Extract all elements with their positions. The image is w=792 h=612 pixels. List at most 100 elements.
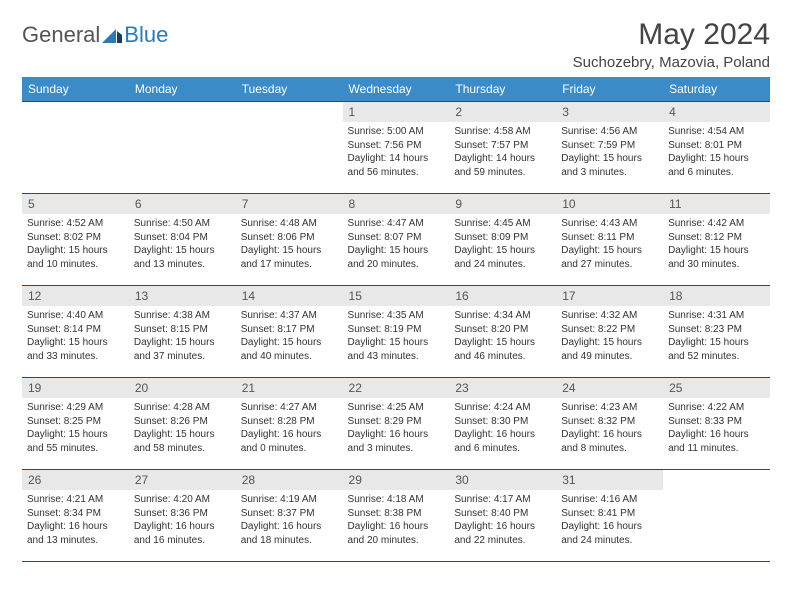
daylight-text: Daylight: 16 hours and 24 minutes. (561, 520, 658, 547)
sunset-text: Sunset: 8:26 PM (134, 415, 231, 429)
sunrise-text: Sunrise: 4:24 AM (454, 401, 551, 415)
sunrise-text: Sunrise: 4:28 AM (134, 401, 231, 415)
day-cell: 27Sunrise: 4:20 AMSunset: 8:36 PMDayligh… (129, 470, 236, 562)
sunset-text: Sunset: 8:38 PM (348, 507, 445, 521)
sunrise-text: Sunrise: 4:31 AM (668, 309, 765, 323)
sunset-text: Sunset: 8:09 PM (454, 231, 551, 245)
day-number (22, 102, 129, 108)
brand-logo: General Blue (22, 22, 168, 48)
day-cell: 23Sunrise: 4:24 AMSunset: 8:30 PMDayligh… (449, 378, 556, 470)
sunset-text: Sunset: 8:22 PM (561, 323, 658, 337)
sunset-text: Sunset: 8:19 PM (348, 323, 445, 337)
sunrise-text: Sunrise: 4:22 AM (668, 401, 765, 415)
daylight-text: Daylight: 15 hours and 58 minutes. (134, 428, 231, 455)
sunset-text: Sunset: 8:37 PM (241, 507, 338, 521)
day-number: 17 (556, 286, 663, 306)
sunrise-text: Sunrise: 5:00 AM (348, 125, 445, 139)
sunrise-text: Sunrise: 4:48 AM (241, 217, 338, 231)
sunset-text: Sunset: 8:14 PM (27, 323, 124, 337)
day-cell: 22Sunrise: 4:25 AMSunset: 8:29 PMDayligh… (343, 378, 450, 470)
sunset-text: Sunset: 8:06 PM (241, 231, 338, 245)
day-body: Sunrise: 4:56 AMSunset: 7:59 PMDaylight:… (556, 122, 663, 183)
day-body: Sunrise: 4:24 AMSunset: 8:30 PMDaylight:… (449, 398, 556, 459)
sunset-text: Sunset: 7:59 PM (561, 139, 658, 153)
sunrise-text: Sunrise: 4:20 AM (134, 493, 231, 507)
sunrise-text: Sunrise: 4:47 AM (348, 217, 445, 231)
day-cell (129, 102, 236, 194)
day-number: 26 (22, 470, 129, 490)
day-body: Sunrise: 4:18 AMSunset: 8:38 PMDaylight:… (343, 490, 450, 551)
daylight-text: Daylight: 15 hours and 6 minutes. (668, 152, 765, 179)
day-body: Sunrise: 4:47 AMSunset: 8:07 PMDaylight:… (343, 214, 450, 275)
daylight-text: Daylight: 15 hours and 20 minutes. (348, 244, 445, 271)
day-body: Sunrise: 4:37 AMSunset: 8:17 PMDaylight:… (236, 306, 343, 367)
sunset-text: Sunset: 8:07 PM (348, 231, 445, 245)
sunrise-text: Sunrise: 4:16 AM (561, 493, 658, 507)
week-row: 12Sunrise: 4:40 AMSunset: 8:14 PMDayligh… (22, 286, 770, 378)
day-cell: 21Sunrise: 4:27 AMSunset: 8:28 PMDayligh… (236, 378, 343, 470)
day-cell (663, 470, 770, 562)
daylight-text: Daylight: 15 hours and 10 minutes. (27, 244, 124, 271)
daylight-text: Daylight: 16 hours and 0 minutes. (241, 428, 338, 455)
day-body: Sunrise: 5:00 AMSunset: 7:56 PMDaylight:… (343, 122, 450, 183)
day-body: Sunrise: 4:23 AMSunset: 8:32 PMDaylight:… (556, 398, 663, 459)
day-cell: 29Sunrise: 4:18 AMSunset: 8:38 PMDayligh… (343, 470, 450, 562)
day-cell: 26Sunrise: 4:21 AMSunset: 8:34 PMDayligh… (22, 470, 129, 562)
sunset-text: Sunset: 8:04 PM (134, 231, 231, 245)
sunrise-text: Sunrise: 4:34 AM (454, 309, 551, 323)
daylight-text: Daylight: 15 hours and 55 minutes. (27, 428, 124, 455)
day-cell: 16Sunrise: 4:34 AMSunset: 8:20 PMDayligh… (449, 286, 556, 378)
day-header: Tuesday (236, 77, 343, 102)
day-cell: 7Sunrise: 4:48 AMSunset: 8:06 PMDaylight… (236, 194, 343, 286)
daylight-text: Daylight: 16 hours and 11 minutes. (668, 428, 765, 455)
day-cell (22, 102, 129, 194)
sunset-text: Sunset: 8:28 PM (241, 415, 338, 429)
day-header: Wednesday (343, 77, 450, 102)
day-number: 28 (236, 470, 343, 490)
day-cell: 17Sunrise: 4:32 AMSunset: 8:22 PMDayligh… (556, 286, 663, 378)
daylight-text: Daylight: 16 hours and 6 minutes. (454, 428, 551, 455)
week-row: 1Sunrise: 5:00 AMSunset: 7:56 PMDaylight… (22, 102, 770, 194)
daylight-text: Daylight: 16 hours and 18 minutes. (241, 520, 338, 547)
day-body: Sunrise: 4:43 AMSunset: 8:11 PMDaylight:… (556, 214, 663, 275)
daylight-text: Daylight: 15 hours and 13 minutes. (134, 244, 231, 271)
day-body: Sunrise: 4:48 AMSunset: 8:06 PMDaylight:… (236, 214, 343, 275)
day-number: 25 (663, 378, 770, 398)
sunset-text: Sunset: 8:17 PM (241, 323, 338, 337)
day-cell: 3Sunrise: 4:56 AMSunset: 7:59 PMDaylight… (556, 102, 663, 194)
calendar-table: SundayMondayTuesdayWednesdayThursdayFrid… (22, 77, 770, 562)
sunrise-text: Sunrise: 4:52 AM (27, 217, 124, 231)
sunrise-text: Sunrise: 4:58 AM (454, 125, 551, 139)
day-body: Sunrise: 4:45 AMSunset: 8:09 PMDaylight:… (449, 214, 556, 275)
daylight-text: Daylight: 16 hours and 8 minutes. (561, 428, 658, 455)
day-body: Sunrise: 4:17 AMSunset: 8:40 PMDaylight:… (449, 490, 556, 551)
day-cell: 19Sunrise: 4:29 AMSunset: 8:25 PMDayligh… (22, 378, 129, 470)
day-body: Sunrise: 4:42 AMSunset: 8:12 PMDaylight:… (663, 214, 770, 275)
sunset-text: Sunset: 8:12 PM (668, 231, 765, 245)
day-body: Sunrise: 4:22 AMSunset: 8:33 PMDaylight:… (663, 398, 770, 459)
daylight-text: Daylight: 15 hours and 27 minutes. (561, 244, 658, 271)
day-number: 5 (22, 194, 129, 214)
sunrise-text: Sunrise: 4:32 AM (561, 309, 658, 323)
day-number: 8 (343, 194, 450, 214)
daylight-text: Daylight: 15 hours and 17 minutes. (241, 244, 338, 271)
sunset-text: Sunset: 8:33 PM (668, 415, 765, 429)
day-number: 1 (343, 102, 450, 122)
month-title: May 2024 (573, 18, 770, 52)
daylight-text: Daylight: 14 hours and 59 minutes. (454, 152, 551, 179)
sunrise-text: Sunrise: 4:42 AM (668, 217, 765, 231)
sunrise-text: Sunrise: 4:17 AM (454, 493, 551, 507)
day-header: Friday (556, 77, 663, 102)
header: General Blue May 2024 Suchozebry, Mazovi… (22, 18, 770, 71)
day-number: 16 (449, 286, 556, 306)
sunset-text: Sunset: 8:40 PM (454, 507, 551, 521)
day-body: Sunrise: 4:34 AMSunset: 8:20 PMDaylight:… (449, 306, 556, 367)
calendar-body: 1Sunrise: 5:00 AMSunset: 7:56 PMDaylight… (22, 102, 770, 562)
day-cell: 15Sunrise: 4:35 AMSunset: 8:19 PMDayligh… (343, 286, 450, 378)
day-cell: 5Sunrise: 4:52 AMSunset: 8:02 PMDaylight… (22, 194, 129, 286)
sunrise-text: Sunrise: 4:27 AM (241, 401, 338, 415)
day-cell: 10Sunrise: 4:43 AMSunset: 8:11 PMDayligh… (556, 194, 663, 286)
daylight-text: Daylight: 15 hours and 24 minutes. (454, 244, 551, 271)
sunset-text: Sunset: 8:29 PM (348, 415, 445, 429)
week-row: 26Sunrise: 4:21 AMSunset: 8:34 PMDayligh… (22, 470, 770, 562)
